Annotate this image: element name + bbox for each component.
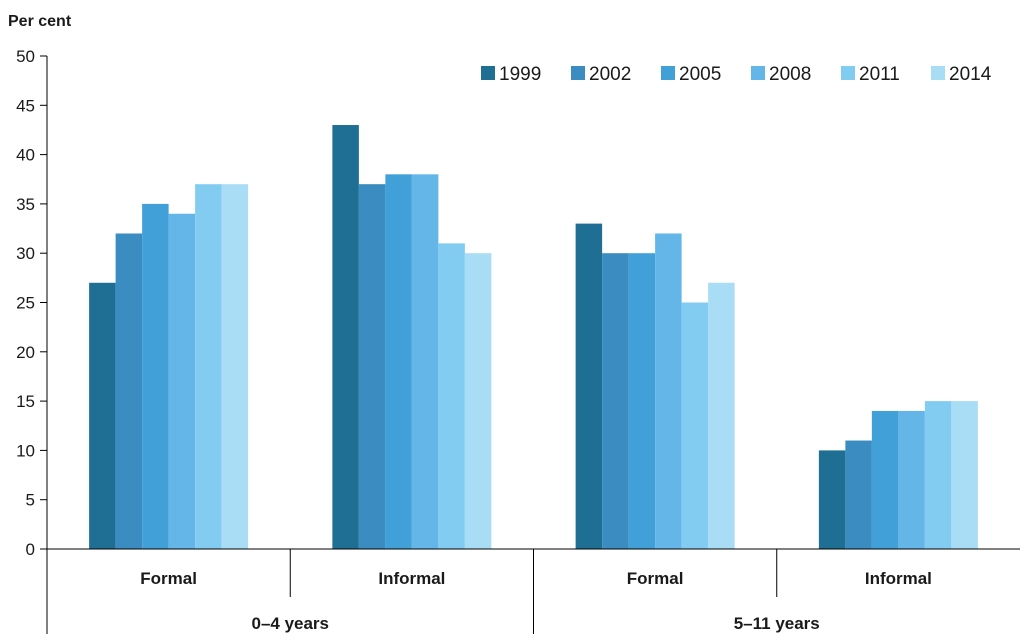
axes bbox=[40, 548, 1020, 634]
legend-label-2005: 2005 bbox=[679, 64, 721, 85]
y-tick-label: 15 bbox=[16, 392, 35, 411]
bar-2014-3 bbox=[951, 401, 978, 549]
y-tick-label: 25 bbox=[16, 294, 35, 313]
group-label: 0–4 years bbox=[251, 614, 329, 633]
category-labels: Formal Informal Formal Informal bbox=[140, 569, 932, 588]
legend-label-2002: 2002 bbox=[589, 64, 631, 85]
legend-label-2008: 2008 bbox=[769, 64, 811, 85]
legend-swatch-2011 bbox=[841, 66, 855, 80]
bar-2011-1 bbox=[438, 243, 465, 549]
legend-swatch-2005 bbox=[661, 66, 675, 80]
bar-2002-1 bbox=[358, 184, 386, 549]
bar-2005-2 bbox=[628, 253, 656, 549]
bar-2011-3 bbox=[924, 401, 952, 549]
category-label: Formal bbox=[627, 569, 684, 588]
y-axis: 0 5 10 15 20 25 30 35 40 45 50 bbox=[16, 47, 48, 559]
bar-2014-1 bbox=[464, 253, 492, 549]
legend-swatch-2008 bbox=[751, 66, 765, 80]
legend-swatch-2002 bbox=[571, 66, 585, 80]
legend-label-1999: 1999 bbox=[499, 64, 541, 85]
category-label: Formal bbox=[140, 569, 197, 588]
bar-1999-1 bbox=[332, 125, 359, 550]
y-tick-label: 40 bbox=[16, 146, 35, 165]
bar-2005-3 bbox=[871, 410, 899, 549]
y-tick-label: 10 bbox=[16, 441, 35, 460]
y-tick-label: 45 bbox=[16, 96, 35, 115]
category-label: Informal bbox=[865, 569, 932, 588]
group-label: 5–11 years bbox=[734, 614, 820, 633]
bar-2008-0 bbox=[168, 213, 196, 549]
bar-2011-2 bbox=[681, 302, 709, 549]
y-tick-label: 30 bbox=[16, 244, 35, 263]
bar-2008-2 bbox=[655, 233, 682, 550]
bar-1999-2 bbox=[575, 223, 603, 549]
y-tick-label: 0 bbox=[26, 540, 35, 559]
y-tick-label: 5 bbox=[26, 491, 35, 510]
bar-2005-0 bbox=[142, 203, 169, 549]
legend-swatch-1999 bbox=[481, 66, 495, 80]
y-tick-label: 50 bbox=[16, 47, 35, 66]
legend-label-2011: 2011 bbox=[859, 64, 900, 85]
bars bbox=[89, 125, 978, 550]
bar-2011-0 bbox=[195, 184, 222, 549]
category-label: Informal bbox=[378, 569, 445, 588]
bar-2008-1 bbox=[411, 174, 439, 549]
bar-2008-3 bbox=[898, 410, 925, 549]
bar-2002-2 bbox=[602, 253, 629, 549]
legend-label-2014: 2014 bbox=[949, 64, 992, 85]
bar-2002-3 bbox=[845, 440, 872, 549]
legend-swatch-2014 bbox=[931, 66, 945, 80]
bar-1999-3 bbox=[818, 450, 846, 549]
group-labels: 0–4 years 5–11 years bbox=[251, 614, 819, 633]
bar-1999-0 bbox=[89, 282, 116, 549]
y-tick-label: 20 bbox=[16, 343, 35, 362]
legend: 1999 2002 2005 2008 2011 2014 bbox=[481, 64, 992, 85]
bar-2014-2 bbox=[708, 282, 735, 549]
bar-2005-1 bbox=[385, 174, 412, 549]
y-tick-label: 35 bbox=[16, 195, 35, 214]
bar-2014-0 bbox=[221, 184, 249, 549]
bar-2002-0 bbox=[115, 233, 143, 550]
y-axis-title: Per cent bbox=[8, 13, 72, 30]
